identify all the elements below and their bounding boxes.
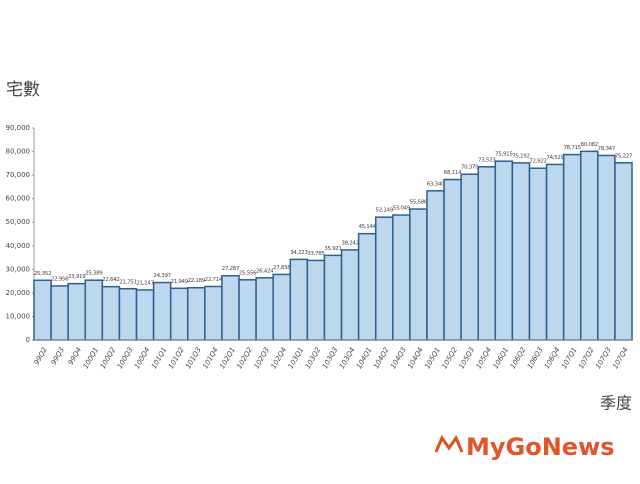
bar: [562, 153, 582, 341]
value-label: 27,287: [222, 266, 240, 272]
bar: [443, 178, 462, 341]
watermark: MyGoNews: [466, 433, 615, 461]
x-tick-label: 99Q2: [33, 346, 50, 367]
value-label: 22,189: [188, 278, 206, 284]
bar: [152, 281, 172, 341]
x-axis-label: 季度: [600, 394, 632, 413]
bar: [323, 254, 343, 341]
x-tick-label: 99Q3: [50, 346, 66, 366]
bar: [340, 249, 360, 341]
value-label: 22,714: [205, 277, 223, 283]
value-label: 22,642: [102, 277, 119, 283]
y-tick-label: 0: [26, 336, 30, 344]
value-label: 70,370: [461, 165, 479, 171]
bar: [187, 286, 206, 341]
bar: [221, 274, 240, 341]
bar: [84, 279, 104, 341]
value-label: 52,149: [376, 208, 394, 214]
value-label: 22,956: [51, 276, 69, 282]
value-label: 24,397: [153, 273, 171, 279]
bar: [511, 162, 531, 341]
value-label: 74,529: [546, 155, 564, 161]
bar: [545, 163, 565, 341]
bar: [374, 216, 394, 341]
bar: [118, 288, 138, 341]
bar: [409, 208, 428, 341]
bar: [528, 167, 548, 341]
value-label: 23,919: [68, 274, 86, 280]
value-label: 80,082: [581, 142, 598, 148]
bar: [50, 285, 69, 341]
bar: [426, 190, 445, 341]
value-label: 78,715: [563, 145, 581, 151]
y-tick-label: 40,000: [6, 242, 31, 250]
value-label: 45,144: [358, 224, 376, 230]
bar: [101, 285, 121, 341]
value-label: 55,586: [410, 200, 428, 206]
value-label: 75,192: [512, 153, 529, 159]
bar: [169, 287, 189, 341]
bar: [135, 289, 155, 341]
bar: [255, 277, 274, 341]
bar: [204, 285, 223, 341]
logo: [434, 434, 464, 453]
value-label: 53,049: [393, 206, 411, 212]
y-tick-label: 60,000: [6, 195, 31, 203]
x-tick-label: 107Q4: [611, 346, 630, 370]
bar: [392, 214, 411, 341]
bar: [289, 258, 309, 341]
y-tick-label: 90,000: [6, 124, 31, 132]
value-label: 68,114: [444, 170, 462, 176]
value-label: 33,785: [307, 251, 325, 257]
value-label: 75,915: [495, 152, 513, 158]
y-tick-label: 70,000: [6, 171, 31, 179]
bar: [238, 279, 257, 341]
value-label: 38,242: [341, 240, 358, 246]
bar: [357, 232, 377, 341]
bar: [67, 282, 87, 341]
y-axis-label: 宅數: [6, 80, 40, 100]
value-label: 73,523: [478, 157, 496, 163]
value-label: 72,922: [529, 159, 546, 165]
value-label: 25,352: [34, 271, 51, 277]
value-label: 25,389: [85, 271, 103, 277]
x-tick-label: 99Q4: [67, 346, 83, 366]
value-label: 25,556: [239, 270, 257, 276]
value-label: 21,247: [136, 280, 154, 286]
value-label: 75,227: [615, 153, 633, 159]
bar: [477, 166, 497, 341]
y-tick-label: 20,000: [6, 289, 31, 297]
value-label: 21,949: [171, 279, 189, 285]
bar: [460, 173, 479, 341]
bar: [306, 259, 326, 341]
bar: [33, 279, 52, 341]
value-label: 78,347: [598, 146, 616, 152]
value-label: 27,838: [273, 265, 291, 271]
value-label: 21,751: [119, 279, 136, 285]
bar: [272, 273, 292, 341]
value-label: 63,340: [427, 181, 445, 187]
bar: [494, 160, 514, 341]
value-label: 26,424: [256, 268, 274, 274]
bar: [597, 154, 616, 341]
y-tick-label: 80,000: [6, 148, 31, 156]
bar: [579, 150, 599, 341]
value-label: 35,921: [324, 246, 341, 252]
y-tick-label: 10,000: [6, 312, 31, 320]
y-tick-label: 30,000: [6, 265, 31, 273]
bar: [614, 162, 633, 341]
y-tick-label: 50,000: [6, 218, 31, 226]
value-label: 34,223: [290, 250, 308, 256]
